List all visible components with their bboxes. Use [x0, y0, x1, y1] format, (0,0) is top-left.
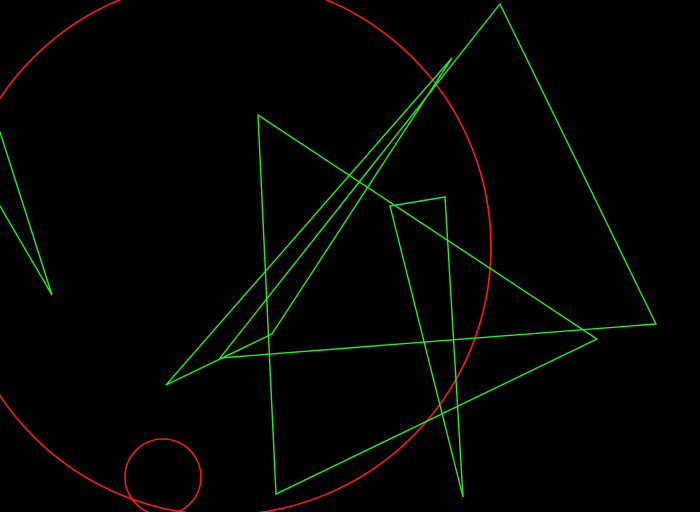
large-red-circle	[0, 0, 492, 512]
center-large-triangle	[257, 113, 599, 496]
narrow-vertical-triangle	[389, 196, 464, 498]
thin-sliver-triangle	[165, 57, 453, 386]
left-edge-triangle	[0, 131, 53, 296]
small-red-circle	[124, 438, 202, 512]
top-right-triangle	[218, 2, 658, 359]
